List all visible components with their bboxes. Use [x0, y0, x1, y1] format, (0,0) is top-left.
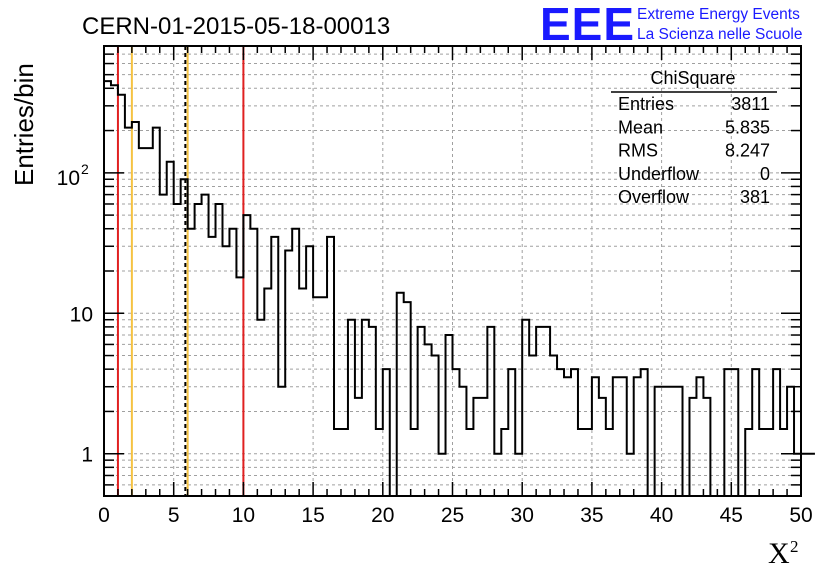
chart-title: CERN-01-2015-05-18-00013 — [82, 13, 390, 40]
axis-ticks — [103, 45, 802, 497]
x-tick-label: 40 — [650, 504, 673, 527]
y-axis-title: Entries/bin — [9, 63, 39, 186]
stats-rows: Entries 3811 Mean 5.835 RMS 8.247 Underflow 0 Ov… — [618, 94, 770, 207]
stats-label: Underflow — [618, 164, 700, 184]
x-tick-label: 25 — [441, 504, 464, 527]
x-tick-label: 10 — [232, 504, 255, 527]
stats-value: 5.835 — [725, 117, 770, 137]
x-tick-label: 15 — [301, 504, 324, 527]
logo-line-1: Extreme Energy Events — [637, 6, 800, 23]
histogram-outline — [104, 80, 815, 497]
eee-logo: EEE — [540, 0, 635, 50]
x-tick-label: 0 — [98, 504, 110, 527]
x-tick-label: 20 — [371, 504, 394, 527]
y-tick-label-exponent: 2 — [81, 161, 89, 177]
x-axis-title-superscript: 2 — [790, 537, 799, 556]
x-axis-title: X — [768, 537, 790, 570]
y-tick-label: 1 — [81, 444, 93, 467]
stats-box: ChiSquare Entries 3811 Mean 5.835 RMS 8.247 Un… — [611, 68, 777, 207]
y-tick-label: 10 — [57, 167, 80, 190]
stats-value: 3811 — [731, 94, 770, 114]
stats-label: Entries — [618, 94, 674, 114]
stats-label: Mean — [618, 117, 663, 137]
x-tick-label: 5 — [168, 504, 180, 527]
stats-value: 381 — [740, 187, 770, 207]
x-tick-label: 50 — [789, 504, 812, 527]
x-tick-label: 35 — [580, 504, 603, 527]
stats-title: ChiSquare — [650, 68, 735, 88]
logo-line-2: La Scienza nelle Scuole — [637, 26, 802, 43]
stats-value: 0 — [760, 164, 770, 184]
y-tick-label: 10 — [70, 303, 93, 326]
x-tick-labels: 0 5 10 15 20 25 30 35 40 45 50 — [98, 504, 813, 527]
x-tick-label: 45 — [720, 504, 743, 527]
stats-label: RMS — [618, 141, 658, 161]
grid — [104, 46, 801, 496]
stats-label: Overflow — [618, 187, 690, 207]
stats-value: 8.247 — [725, 141, 770, 161]
x-tick-label: 30 — [511, 504, 534, 527]
